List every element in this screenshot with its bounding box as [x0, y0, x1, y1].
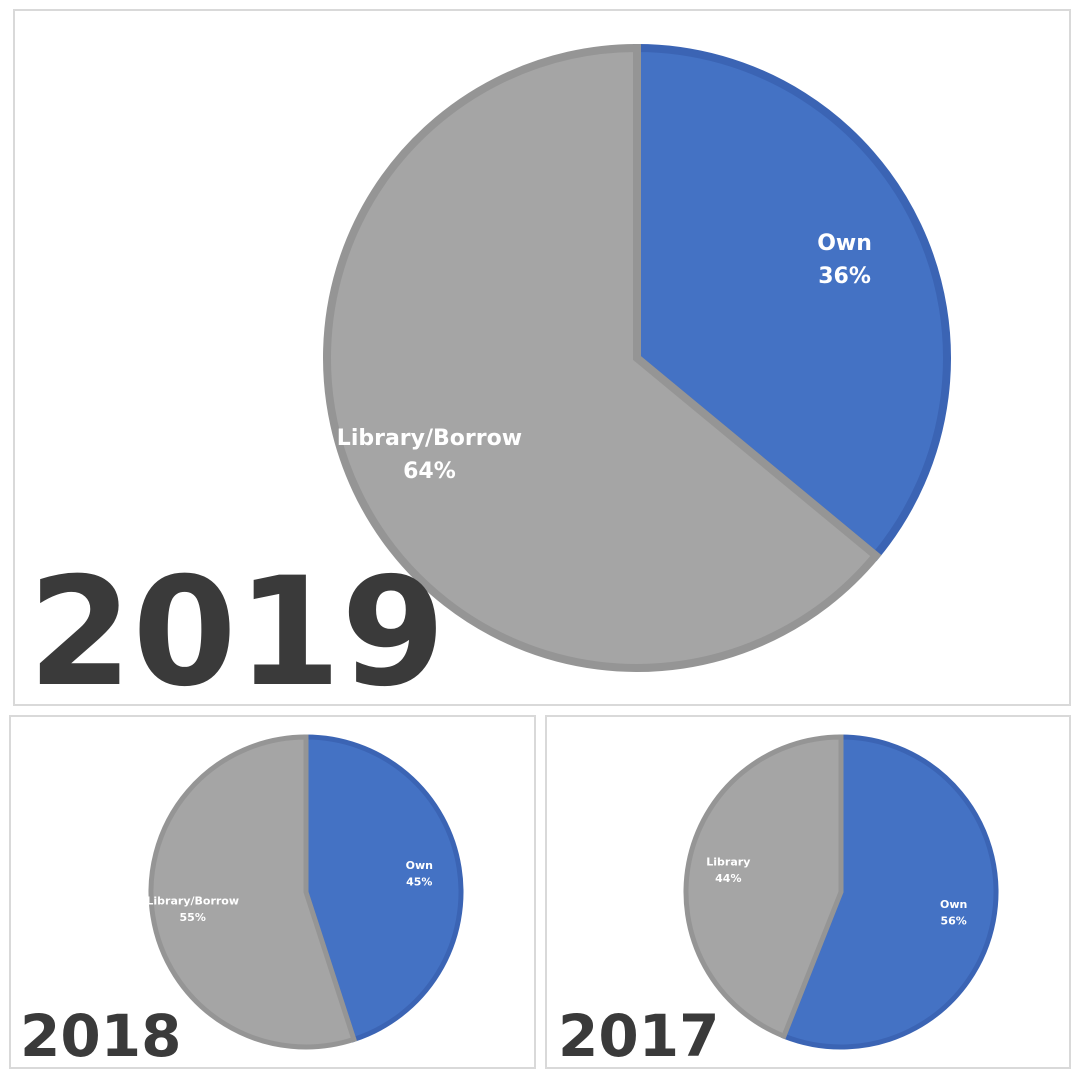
slice-category-label: Own — [817, 231, 872, 256]
chart-title: 2018 — [20, 1002, 181, 1070]
slice-category-label: Own — [940, 898, 967, 911]
slice-value-label: 56% — [940, 915, 966, 928]
pie-slice — [323, 43, 882, 672]
slice-value-label: 45% — [406, 875, 432, 888]
slice-category-label: Library/Borrow — [337, 426, 522, 451]
slice-value-label: 64% — [403, 459, 456, 484]
pie-slice — [633, 43, 951, 562]
pie-slice — [148, 734, 358, 1050]
slice-value-label: 55% — [180, 911, 206, 924]
slice-category-label: Own — [406, 859, 433, 872]
slice-category-label: Library — [706, 855, 750, 868]
slice-category-label: Library/Borrow — [146, 895, 239, 908]
pie-slice — [303, 734, 464, 1043]
slice-value-label: 44% — [715, 872, 741, 885]
chart-title: 2019 — [28, 546, 445, 720]
slice-value-label: 36% — [818, 264, 871, 289]
pie-slice — [683, 734, 844, 1040]
chart-title: 2017 — [558, 1002, 719, 1070]
pie-slice — [780, 734, 999, 1050]
